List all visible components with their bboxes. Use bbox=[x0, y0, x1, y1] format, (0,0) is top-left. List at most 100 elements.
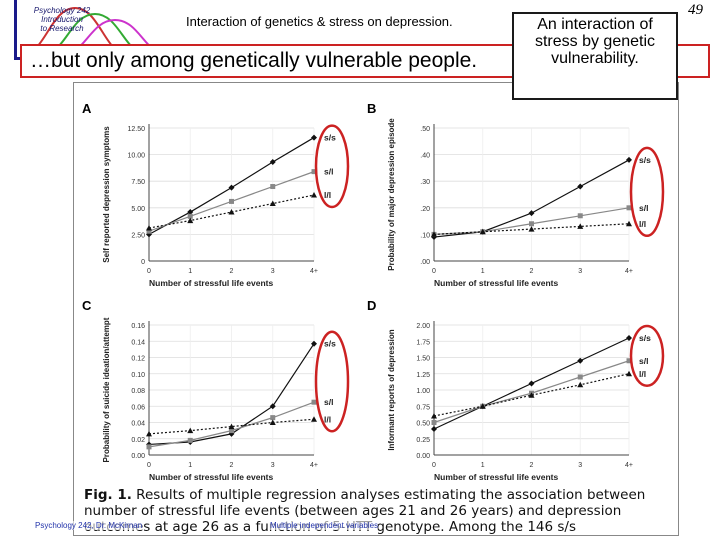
slide-title: Interaction of genetics & stress on depr… bbox=[186, 14, 453, 29]
headline: …but only among genetically vulnerable p… bbox=[30, 49, 478, 72]
series-label: s/s bbox=[639, 333, 651, 343]
x-tick-label: 0 bbox=[432, 462, 436, 469]
y-tick-label: 1.50 bbox=[416, 356, 430, 363]
y-tick-label: 0.00 bbox=[416, 453, 430, 460]
y-axis-label: Informant reports of depression bbox=[387, 329, 396, 450]
footer-topic: Multiple independent variables bbox=[270, 521, 379, 530]
data-point bbox=[626, 156, 632, 163]
y-tick-label: 12.50 bbox=[127, 126, 145, 133]
y-tick-label: 0.08 bbox=[131, 388, 145, 395]
data-point bbox=[577, 381, 584, 388]
series-label: s/l bbox=[639, 356, 648, 366]
data-point bbox=[187, 213, 193, 219]
x-tick-label: 0 bbox=[147, 268, 151, 275]
data-point bbox=[311, 169, 317, 175]
data-point bbox=[146, 228, 152, 234]
series-label: l/l bbox=[324, 414, 331, 424]
data-point bbox=[431, 231, 437, 237]
y-tick-label: .30 bbox=[420, 179, 430, 186]
y-tick-label: 2.50 bbox=[131, 232, 145, 239]
data-point bbox=[577, 374, 583, 380]
x-axis-label: Number of stressful life events bbox=[434, 278, 559, 288]
data-point bbox=[229, 428, 234, 434]
x-tick-label: 3 bbox=[271, 462, 275, 469]
data-point bbox=[146, 444, 152, 450]
y-tick-label: 0.06 bbox=[131, 404, 145, 411]
y-tick-label: 2.00 bbox=[416, 323, 430, 330]
data-point bbox=[577, 223, 584, 229]
x-tick-label: 2 bbox=[530, 462, 534, 469]
highlight-ellipse bbox=[629, 324, 665, 387]
x-tick-label: 4+ bbox=[310, 268, 318, 275]
panel-letter: A bbox=[82, 101, 92, 116]
y-tick-label: 0.50 bbox=[416, 421, 430, 428]
y-axis-label: Probability of suicide ideation/attempt bbox=[102, 317, 111, 462]
data-point bbox=[626, 335, 632, 341]
data-point bbox=[228, 184, 235, 191]
data-point bbox=[269, 403, 276, 410]
series-label: s/l bbox=[639, 203, 648, 213]
series-label: l/l bbox=[639, 369, 646, 379]
series-label: s/l bbox=[324, 167, 333, 177]
data-point bbox=[577, 357, 584, 364]
x-tick-label: 1 bbox=[188, 268, 192, 275]
data-point bbox=[146, 225, 152, 231]
headline-box: …but only among genetically vulnerable p… bbox=[20, 44, 710, 78]
y-tick-label: .00 bbox=[420, 259, 430, 266]
data-point bbox=[626, 358, 632, 364]
y-tick-label: .10 bbox=[420, 232, 430, 239]
data-point bbox=[311, 416, 317, 422]
y-tick-label: .40 bbox=[420, 153, 430, 160]
data-point bbox=[228, 423, 235, 430]
data-point bbox=[229, 198, 234, 204]
x-tick-label: 0 bbox=[147, 462, 151, 469]
data-point bbox=[311, 134, 317, 141]
logo-line: Introduction bbox=[41, 15, 83, 24]
footer-course: Psychology 242, Dr. McKirnan bbox=[35, 521, 143, 530]
figure: A 0 2.50 5.00 7.50 10.00 12.50 0 1 2 3 4+ Number of … bbox=[73, 82, 679, 536]
data-point bbox=[626, 205, 632, 211]
data-point bbox=[626, 220, 632, 227]
data-point bbox=[270, 415, 276, 421]
y-tick-label: 0.04 bbox=[131, 421, 145, 428]
y-tick-label: 0.02 bbox=[131, 437, 145, 444]
y-tick-label: 0.00 bbox=[131, 453, 145, 460]
x-axis-label: Number of stressful life events bbox=[149, 472, 274, 482]
y-tick-label: 1.75 bbox=[416, 339, 430, 346]
highlight-ellipse bbox=[314, 330, 350, 433]
y-tick-label: 0 bbox=[141, 259, 145, 266]
figure-caption: Fig. 1. Results of multiple regression a… bbox=[84, 487, 674, 535]
data-point bbox=[270, 184, 276, 190]
y-tick-label: 0.75 bbox=[416, 404, 430, 411]
x-tick-label: 4+ bbox=[625, 462, 633, 469]
y-axis-label: Probability of major depression episode bbox=[387, 118, 396, 271]
x-tick-label: 1 bbox=[481, 268, 485, 275]
callout-box: An interaction of stress by genetic vuln… bbox=[512, 12, 678, 100]
data-point bbox=[528, 226, 535, 232]
x-tick-label: 1 bbox=[188, 462, 192, 469]
data-point bbox=[479, 403, 486, 409]
data-point bbox=[187, 427, 194, 434]
x-axis-label: Number of stressful life events bbox=[149, 278, 274, 288]
logo-line: Psychology 242 bbox=[33, 6, 91, 15]
x-tick-label: 1 bbox=[481, 462, 485, 469]
caption-text: Results of multiple regression analyses … bbox=[84, 487, 646, 535]
x-tick-label: 2 bbox=[530, 268, 534, 275]
x-tick-label: 3 bbox=[578, 268, 582, 275]
data-point bbox=[626, 370, 632, 377]
y-tick-label: 0.14 bbox=[131, 339, 145, 346]
data-point bbox=[431, 413, 437, 419]
series-label: s/s bbox=[324, 133, 336, 143]
data-point bbox=[269, 200, 276, 207]
panel-letter: C bbox=[82, 298, 92, 313]
y-tick-label: .50 bbox=[420, 126, 430, 133]
x-tick-label: 4+ bbox=[310, 462, 318, 469]
data-point bbox=[269, 419, 276, 425]
data-point bbox=[479, 228, 486, 235]
data-point bbox=[311, 192, 317, 198]
y-tick-label: 7.50 bbox=[131, 179, 145, 186]
slide-number: 49 bbox=[688, 2, 703, 18]
x-tick-label: 3 bbox=[578, 462, 582, 469]
y-tick-label: 10.00 bbox=[127, 153, 145, 160]
data-point bbox=[431, 420, 437, 425]
